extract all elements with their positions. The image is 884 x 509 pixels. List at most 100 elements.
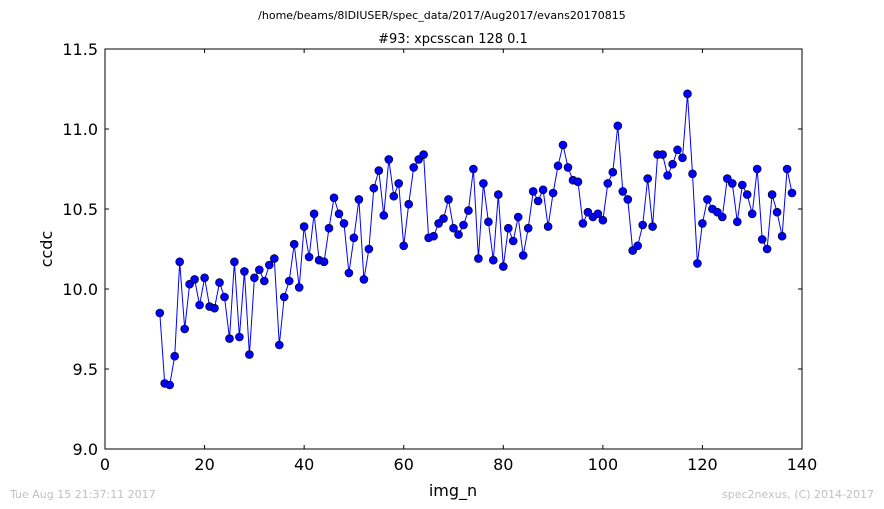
data-point	[762, 244, 772, 254]
data-point	[503, 223, 513, 233]
data-point	[513, 212, 523, 222]
data-point	[573, 177, 583, 187]
data-point	[299, 222, 309, 231]
data-point	[752, 164, 762, 174]
data-point	[225, 334, 234, 343]
data-point	[304, 252, 314, 262]
data-point	[324, 223, 334, 233]
data-point	[523, 223, 533, 233]
data-point	[643, 174, 653, 183]
x-tick-label: 100	[588, 455, 619, 474]
data-point	[548, 188, 558, 198]
data-point	[399, 241, 409, 251]
data-point	[777, 231, 787, 241]
data-point	[245, 350, 254, 359]
data-point	[543, 222, 553, 231]
data-point	[538, 185, 548, 195]
data-point	[384, 155, 394, 164]
chart-title: #93: xpcsscan 128 0.1	[378, 32, 528, 47]
data-point	[742, 190, 752, 199]
y-tick-label: 9.5	[73, 360, 98, 379]
data-point	[240, 267, 249, 276]
data-point	[344, 268, 354, 278]
data-point	[210, 303, 219, 313]
data-point	[533, 196, 543, 206]
x-tick-label: 0	[100, 455, 110, 474]
data-point	[603, 179, 613, 188]
data-point	[254, 265, 264, 275]
data-point	[180, 324, 189, 334]
data-point	[508, 236, 518, 246]
data-point	[165, 380, 174, 390]
data-point	[454, 230, 463, 239]
data-point	[230, 257, 239, 267]
footer-timestamp: Tue Aug 15 21:37:11 2017	[10, 488, 156, 501]
data-point	[200, 273, 209, 283]
data-point	[703, 195, 712, 204]
data-point	[459, 220, 468, 230]
x-axis-label: img_n	[429, 481, 477, 501]
data-point	[658, 150, 667, 159]
data-point	[474, 254, 483, 263]
data-point	[518, 251, 528, 260]
data-point	[623, 195, 633, 204]
data-point	[668, 159, 677, 169]
y-tick-label: 9.0	[73, 440, 98, 459]
data-point	[235, 332, 244, 342]
data-point	[498, 262, 508, 271]
data-point	[479, 179, 488, 188]
data-point	[289, 239, 299, 249]
data-point	[638, 220, 648, 230]
data-point	[309, 209, 319, 219]
data-point	[747, 209, 757, 219]
data-point	[284, 276, 294, 286]
footer-credit: spec2nexus, (C) 2014-2017	[722, 488, 874, 501]
data-point	[484, 217, 493, 227]
data-point	[717, 212, 727, 222]
data-point	[618, 187, 628, 196]
data-point	[404, 199, 414, 209]
y-tick-label: 10.5	[62, 200, 98, 219]
data-point	[678, 153, 687, 163]
data-point	[688, 169, 697, 179]
data-point	[757, 235, 767, 244]
data-point	[772, 207, 782, 217]
data-point	[155, 308, 165, 318]
data-point	[354, 195, 364, 204]
plot-area	[104, 48, 803, 450]
data-point	[648, 222, 657, 231]
data-point	[558, 140, 568, 150]
y-tick-label: 11.5	[62, 40, 98, 59]
data-point	[170, 351, 179, 361]
data-point	[429, 231, 438, 241]
data-point	[787, 188, 797, 198]
data-point	[374, 166, 384, 175]
x-tick-label: 40	[294, 455, 314, 474]
figure-suptitle: /home/beams/8IDIUSER/spec_data/2017/Aug2…	[258, 9, 626, 22]
series-line	[159, 93, 793, 386]
data-point	[190, 275, 199, 284]
data-point	[220, 292, 229, 302]
data-point	[250, 273, 259, 283]
x-tick-label: 80	[493, 455, 513, 474]
data-point	[578, 219, 588, 228]
x-tick-label: 140	[787, 455, 818, 474]
data-point	[613, 121, 623, 131]
data-point	[195, 300, 204, 310]
data-point	[693, 259, 702, 268]
data-point	[553, 161, 563, 171]
y-axis-label: ccdc	[37, 231, 56, 268]
data-point	[469, 164, 478, 174]
data-point	[419, 150, 428, 159]
data-point	[439, 214, 448, 223]
data-point	[488, 255, 498, 265]
data-point	[274, 340, 284, 350]
data-point	[394, 179, 404, 188]
data-point	[444, 195, 453, 204]
data-point	[359, 275, 369, 284]
data-point	[339, 219, 349, 228]
data-point	[364, 244, 374, 254]
x-tick-label: 60	[394, 455, 414, 474]
data-point	[633, 241, 643, 251]
